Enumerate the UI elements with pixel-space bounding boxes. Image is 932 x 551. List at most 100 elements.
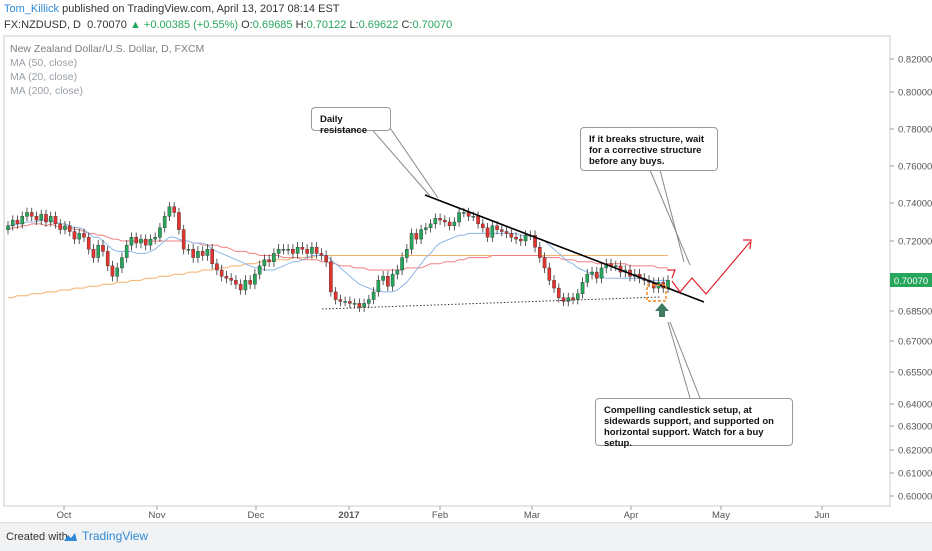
candle (305, 244, 309, 259)
candle (409, 228, 414, 255)
candle (338, 294, 343, 307)
candle (295, 242, 300, 259)
candle (585, 268, 590, 288)
price-tick-label: 0.72000 (898, 237, 932, 248)
breaks-pointer (649, 169, 691, 266)
ma50-line (7, 223, 668, 271)
candle (537, 242, 542, 263)
candle (158, 222, 162, 243)
low-value: 0.69622 (358, 19, 399, 31)
candle (20, 211, 25, 229)
candle (224, 271, 229, 284)
legend-ma200[interactable]: MA (200, close) (10, 85, 83, 97)
candle (319, 248, 324, 261)
price-tick-label: 0.64000 (898, 400, 932, 411)
candle (115, 262, 120, 282)
author-link[interactable]: Tom_Killick (4, 3, 60, 15)
legend-ma50[interactable]: MA (50, close) (10, 57, 78, 69)
price-tick-label: 0.80000 (898, 88, 932, 99)
candle (248, 275, 252, 290)
candle (181, 224, 186, 255)
candle (533, 230, 537, 253)
price-tick-label: 0.63000 (898, 422, 932, 433)
time-tick-label: Nov (149, 510, 166, 521)
candles (6, 202, 670, 312)
legend-ma20[interactable]: MA (20, close) (10, 71, 78, 83)
candle (376, 275, 381, 297)
price-tick-label: 0.67000 (898, 337, 932, 348)
candle (457, 207, 461, 227)
candle (191, 244, 195, 263)
candle (552, 275, 556, 293)
candle (590, 266, 594, 280)
candle (196, 246, 200, 263)
resistance-pointer (387, 124, 439, 199)
candle (286, 244, 290, 255)
candle (490, 221, 495, 243)
last-price-badge (890, 273, 932, 287)
candle (333, 287, 338, 305)
price-tick-label: 0.68500 (898, 307, 932, 318)
candle (272, 248, 276, 267)
candle (91, 244, 96, 263)
candle (148, 234, 153, 251)
candle (424, 222, 428, 235)
time-tick-label: May (712, 510, 730, 521)
price-tick-label: 0.61000 (898, 469, 932, 480)
candle (257, 260, 262, 280)
candle (10, 215, 15, 231)
resistance-trendline (424, 194, 705, 303)
candle (219, 264, 224, 282)
candle (177, 207, 181, 235)
candle (153, 232, 157, 245)
candle (300, 242, 305, 255)
candle (599, 262, 604, 284)
tradingview-logo[interactable]: TradingView (62, 529, 148, 543)
candle (25, 207, 29, 222)
candle (67, 221, 72, 237)
candle (34, 211, 39, 225)
candle (433, 213, 438, 229)
open-value: 0.69685 (252, 19, 293, 31)
candle (243, 275, 248, 295)
candle (324, 250, 328, 267)
support-line (321, 296, 661, 310)
candle (400, 252, 404, 276)
candle (594, 266, 599, 284)
candle (86, 232, 91, 255)
time-axis: Oct Nov Dec 2017 Feb Mar Apr May Jun (57, 506, 830, 521)
footer-bar: Created with TradingView (0, 522, 932, 551)
projection-arrows (667, 239, 752, 295)
candle (200, 246, 205, 261)
candle (452, 217, 457, 231)
candle (186, 244, 191, 255)
candle (566, 292, 571, 307)
price-tick-label: 0.60000 (898, 492, 932, 503)
candle (547, 262, 552, 286)
price-tick-label: 0.62000 (898, 446, 932, 457)
candle (367, 294, 371, 309)
price-tick-label: 0.76000 (898, 162, 932, 173)
candle (110, 260, 115, 282)
candle (134, 232, 139, 249)
candle (291, 244, 295, 259)
ma20-line (8, 219, 668, 293)
candle (485, 222, 490, 243)
candle (514, 232, 518, 245)
candle (262, 254, 267, 272)
candle (167, 202, 172, 222)
candle (120, 252, 124, 274)
price-tick-label: 0.74000 (898, 199, 932, 210)
candle (310, 242, 314, 259)
high-value: 0.70122 (306, 19, 347, 31)
candle (72, 226, 77, 245)
candle (580, 277, 585, 299)
candle (82, 228, 86, 243)
candle (438, 213, 442, 225)
candle (405, 244, 409, 263)
candle (139, 234, 143, 249)
candle (48, 211, 53, 227)
time-tick-label: Apr (624, 510, 639, 521)
last-price-label: 0.70070 (894, 276, 928, 287)
